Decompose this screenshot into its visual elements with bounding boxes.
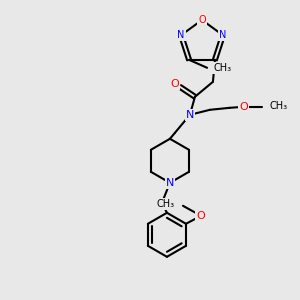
Text: N: N xyxy=(166,178,174,188)
Text: N: N xyxy=(219,30,226,40)
Text: CH₃: CH₃ xyxy=(270,101,288,111)
Text: O: O xyxy=(240,102,248,112)
Text: O: O xyxy=(171,79,179,89)
Text: CH₃: CH₃ xyxy=(213,63,231,73)
Text: CH₃: CH₃ xyxy=(157,199,175,209)
Text: N: N xyxy=(186,110,194,120)
Text: O: O xyxy=(198,15,206,25)
Text: N: N xyxy=(177,30,185,40)
Text: O: O xyxy=(196,211,206,221)
